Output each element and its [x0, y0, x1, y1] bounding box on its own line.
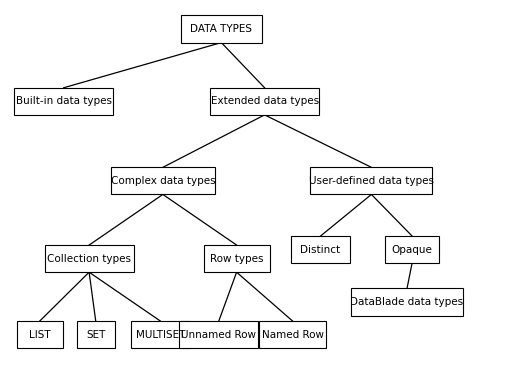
- Text: LIST: LIST: [29, 330, 50, 339]
- Text: Built-in data types: Built-in data types: [16, 96, 112, 106]
- Text: Distinct: Distinct: [301, 245, 340, 255]
- Text: User-defined data types: User-defined data types: [309, 176, 434, 186]
- FancyBboxPatch shape: [77, 321, 115, 348]
- Text: Opaque: Opaque: [392, 245, 432, 255]
- Text: Named Row: Named Row: [262, 330, 323, 339]
- FancyBboxPatch shape: [45, 245, 133, 272]
- Text: Complex data types: Complex data types: [111, 176, 215, 186]
- Text: SET: SET: [86, 330, 105, 339]
- FancyBboxPatch shape: [14, 88, 113, 115]
- FancyBboxPatch shape: [351, 289, 463, 315]
- FancyBboxPatch shape: [180, 321, 258, 348]
- FancyBboxPatch shape: [310, 167, 432, 194]
- FancyBboxPatch shape: [386, 236, 439, 263]
- FancyBboxPatch shape: [210, 88, 319, 115]
- FancyBboxPatch shape: [131, 321, 189, 348]
- Text: Unnamed Row: Unnamed Row: [181, 330, 256, 339]
- FancyBboxPatch shape: [181, 15, 262, 42]
- Text: MULTISET: MULTISET: [135, 330, 185, 339]
- FancyBboxPatch shape: [260, 321, 325, 348]
- Text: DATA TYPES: DATA TYPES: [190, 24, 252, 34]
- FancyBboxPatch shape: [203, 245, 270, 272]
- Text: Row types: Row types: [210, 254, 263, 263]
- FancyBboxPatch shape: [17, 321, 63, 348]
- FancyBboxPatch shape: [291, 236, 350, 263]
- Text: Collection types: Collection types: [47, 254, 131, 263]
- FancyBboxPatch shape: [111, 167, 215, 194]
- Text: DataBlade data types: DataBlade data types: [350, 297, 463, 307]
- Text: Extended data types: Extended data types: [211, 96, 319, 106]
